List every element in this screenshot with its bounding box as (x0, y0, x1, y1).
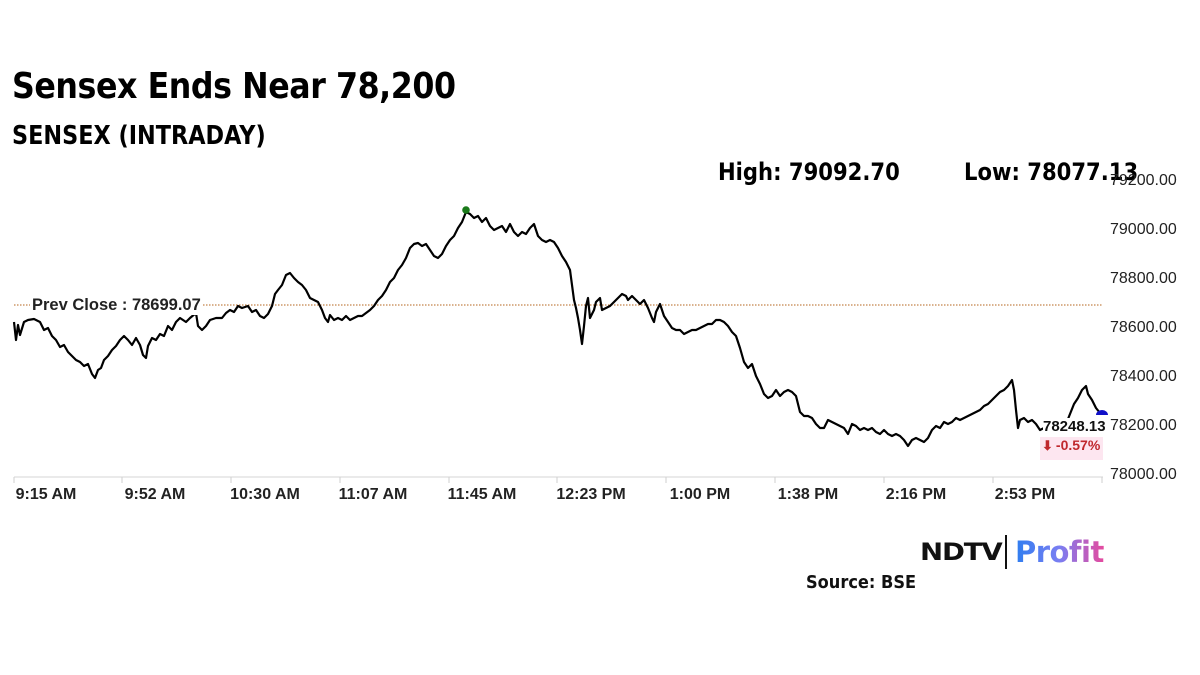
ndtv-profit-logo: NDTV Profit (920, 534, 1104, 570)
chart-headline: Sensex Ends Near 78,200 (12, 66, 456, 107)
x-tick-label: 12:23 PM (556, 486, 626, 503)
x-axis-ticks (13, 477, 1103, 483)
last-value-label: 78248.13 (1043, 418, 1106, 435)
brand-profit: Profit (1014, 535, 1104, 569)
x-tick-label: 1:00 PM (669, 486, 731, 503)
brand-ndtv: NDTV (920, 538, 1003, 566)
high-marker (462, 206, 470, 214)
sensex-price-line (12, 210, 1103, 448)
x-tick-label: 10:30 AM (230, 486, 300, 503)
y-tick-label: 78200.00 (1110, 417, 1177, 434)
y-tick-label: 79000.00 (1110, 221, 1177, 238)
x-tick-label: 9:52 AM (124, 486, 186, 503)
down-arrow-icon: ⬇ (1042, 438, 1053, 453)
logo-divider (1004, 535, 1007, 569)
chart-subtitle: SENSEX (INTRADAY) (12, 121, 266, 151)
x-tick-label: 2:53 PM (994, 486, 1056, 503)
y-tick-label: 78800.00 (1110, 270, 1177, 287)
y-tick-label: 79200.00 (1110, 172, 1177, 189)
x-tick-label: 11:45 AM (447, 486, 517, 503)
x-tick-label: 1:38 PM (777, 486, 839, 503)
y-tick-label: 78600.00 (1110, 319, 1177, 336)
prev-close-label: Prev Close : 78699.07 (30, 296, 203, 315)
change-percent: -0.57% (1055, 437, 1101, 453)
change-badge: ⬇ -0.57% (1040, 437, 1104, 460)
low-value-label: Low: 78077.13 (964, 158, 1139, 186)
y-tick-label: 78400.00 (1110, 368, 1177, 385)
last-value-marker (1096, 410, 1108, 415)
x-tick-label: 9:15 AM (15, 486, 77, 503)
x-tick-label: 11:07 AM (338, 486, 408, 503)
y-tick-label: 78000.00 (1110, 466, 1177, 483)
x-tick-label: 2:16 PM (885, 486, 947, 503)
high-value-label: High: 79092.70 (718, 158, 900, 186)
source-note: Source: BSE (806, 572, 917, 593)
